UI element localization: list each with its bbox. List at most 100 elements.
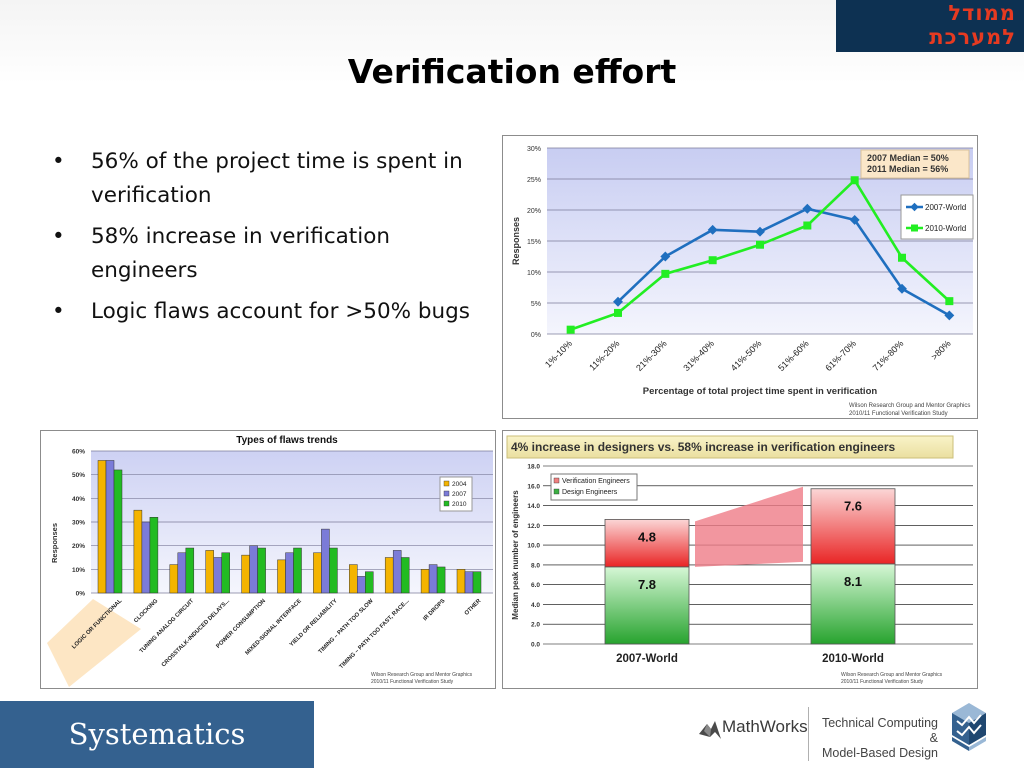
median-annotation-text: 2007 Median = 50% xyxy=(867,153,949,163)
bar-verification-engineers xyxy=(604,519,690,568)
data-point xyxy=(945,297,954,306)
bar-2004 xyxy=(169,564,179,594)
bar-2007 xyxy=(392,550,402,594)
y-tick-label: 0% xyxy=(76,591,86,598)
y-tick-label: 30% xyxy=(72,520,85,527)
legend-swatch xyxy=(553,477,560,484)
increase-connector xyxy=(695,486,803,567)
bar-2007 xyxy=(213,557,222,594)
legend-label: 2007 xyxy=(452,491,467,498)
source-note: Wilson Research Group and Mentor Graphic… xyxy=(841,672,943,678)
bar-design-engineers xyxy=(810,563,896,645)
y-tick-label: 10% xyxy=(72,567,85,574)
x-tick-label: TIMING – PATH TOO FAST, RACE... xyxy=(339,598,411,670)
source-note: 2010/11 Functional Verification Study xyxy=(841,679,924,685)
x-axis-label: Percentage of total project time spent i… xyxy=(643,386,878,397)
data-point xyxy=(803,221,812,230)
y-axis-label: Responses xyxy=(511,217,521,265)
y-tick-label: 15% xyxy=(527,239,541,246)
company-logo: ממודל למערכת xyxy=(836,0,1024,52)
logo-line-2: למערכת xyxy=(929,25,1016,49)
source-note: 2010/11 Functional Verification Study xyxy=(371,679,454,685)
median-annotation-box xyxy=(860,149,970,179)
x-tick-label: OTHER xyxy=(464,598,483,617)
data-point xyxy=(755,226,765,237)
x-tick-label: 1%-10% xyxy=(543,338,574,369)
bar-2007 xyxy=(464,571,474,594)
bullet-item: 58% increase in verification engineers xyxy=(52,220,492,288)
legend-label: Design Engineers xyxy=(562,489,618,496)
data-label: 7.6 xyxy=(844,499,862,514)
bar-2004 xyxy=(313,552,322,594)
x-tick-label: 51%-60% xyxy=(776,338,811,373)
median-annotation-text: 2011 Median = 56% xyxy=(867,164,948,174)
y-tick-label: 4.0 xyxy=(531,602,540,609)
chart-title: Types of flaws trends xyxy=(236,435,338,446)
bar-verification-engineers xyxy=(810,488,896,565)
bar-2004 xyxy=(349,564,358,594)
bullet-item: 56% of the project time is spent in veri… xyxy=(52,145,492,213)
y-tick-label: 6.0 xyxy=(531,582,540,589)
bar-2007 xyxy=(285,552,294,594)
cube-logo-icon xyxy=(952,703,986,751)
title-banner xyxy=(506,435,954,459)
y-tick-label: 50% xyxy=(72,472,85,479)
y-tick-label: 25% xyxy=(527,177,541,184)
data-point xyxy=(850,176,859,185)
brand-name: Systematics xyxy=(68,717,246,751)
x-tick-label: 71%-80% xyxy=(871,338,906,373)
legend-swatch xyxy=(443,480,450,487)
y-tick-label: 10% xyxy=(527,270,541,277)
tagline-line-2: Model-Based Design xyxy=(821,746,938,760)
chart-title: 4% increase in designers vs. 58% increas… xyxy=(511,440,896,454)
legend-box xyxy=(900,194,974,240)
tagline-line-1: Technical Computing & xyxy=(821,716,938,745)
data-point xyxy=(708,256,717,265)
y-tick-label: 0.0 xyxy=(531,642,540,649)
legend-swatch xyxy=(443,490,450,497)
bar-2004 xyxy=(133,509,143,594)
bullet-list: 56% of the project time is spent in veri… xyxy=(52,145,492,336)
source-note: Wilson Research Group and Mentor Graphic… xyxy=(849,403,970,409)
legend-label: 2010 xyxy=(452,501,467,508)
flaws-trend-chart: Types of flaws trends 0% 10% 20% 30% 40% 50% 60… xyxy=(40,430,496,689)
bar-2007 xyxy=(357,576,366,594)
bar-2010 xyxy=(329,547,338,594)
bar-2010 xyxy=(257,547,266,594)
bar-2004 xyxy=(456,569,466,594)
highlight-band xyxy=(47,599,141,687)
bar-2007 xyxy=(249,545,258,594)
data-point xyxy=(756,240,764,249)
footer-tagline: Technical Computing & Model-Based Design xyxy=(816,716,938,761)
bar-2004 xyxy=(384,557,394,594)
y-tick-label: 0% xyxy=(531,332,541,339)
bar-design-engineers xyxy=(604,566,690,645)
legend-swatch-marker xyxy=(911,224,918,232)
legend-label: 2007-World xyxy=(925,203,966,212)
bar-2010 xyxy=(221,552,230,594)
x-tick-label: 21%-30% xyxy=(634,338,669,373)
y-tick-label: 30% xyxy=(527,146,541,153)
data-point xyxy=(661,269,670,278)
x-tick-label: 2007-World xyxy=(616,653,678,665)
flaws-bar-chart-svg: Types of flaws trends 0% 10% 20% 30% 40% 50% 60… xyxy=(47,435,493,687)
data-label: 4.8 xyxy=(638,529,656,544)
y-axis-label: Median peak number of engineers xyxy=(511,490,520,620)
x-tick-label: CLOCKING xyxy=(133,598,159,624)
bar-2010 xyxy=(149,517,159,594)
legend-label: 2010-World xyxy=(925,224,966,233)
engineers-stacked-chart-svg: 4% increase in designers vs. 58% increas… xyxy=(506,435,973,685)
footer: Systematics MathWorks Technical Computin… xyxy=(0,701,1024,768)
y-tick-label: 60% xyxy=(72,449,85,456)
line-chart-svg: 0% 5% 10% 15% 20% 25% 30% 1%-10% 11%-20% 21%-30% 3… xyxy=(511,146,974,417)
bar-2007 xyxy=(105,460,115,594)
legend-swatch xyxy=(553,488,560,495)
bar-2004 xyxy=(241,554,250,594)
bar-2007 xyxy=(428,564,438,594)
y-tick-label: 5% xyxy=(531,301,541,308)
y-tick-label: 12.0 xyxy=(527,523,540,530)
mathworks-name: MathWorks xyxy=(722,717,808,736)
y-tick-label: 18.0 xyxy=(527,464,540,471)
bar-2010 xyxy=(185,547,195,594)
x-tick-label: >80% xyxy=(929,338,953,362)
